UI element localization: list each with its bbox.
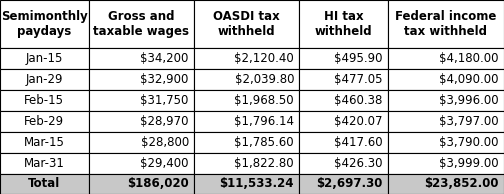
Bar bbox=[388, 48, 504, 68]
Bar bbox=[0, 174, 89, 194]
Text: $2,120.40: $2,120.40 bbox=[234, 52, 294, 65]
Bar bbox=[89, 0, 194, 48]
Text: Jan-15: Jan-15 bbox=[26, 52, 63, 65]
Text: $31,750: $31,750 bbox=[141, 94, 189, 107]
Text: Semimonthly
paydays: Semimonthly paydays bbox=[1, 10, 88, 38]
Bar bbox=[299, 0, 388, 48]
Text: $4,090.00: $4,090.00 bbox=[439, 73, 499, 86]
Bar bbox=[299, 111, 388, 132]
Text: Federal income
tax withheld: Federal income tax withheld bbox=[395, 10, 496, 38]
Text: $2,697.30: $2,697.30 bbox=[317, 177, 383, 190]
Bar bbox=[388, 68, 504, 90]
Bar bbox=[0, 153, 89, 174]
Text: $3,790.00: $3,790.00 bbox=[439, 136, 499, 149]
Text: Gross and
taxable wages: Gross and taxable wages bbox=[93, 10, 189, 38]
Bar bbox=[0, 111, 89, 132]
Bar bbox=[89, 111, 194, 132]
Text: $2,039.80: $2,039.80 bbox=[234, 73, 294, 86]
Bar bbox=[299, 48, 388, 68]
Bar bbox=[299, 153, 388, 174]
Text: $420.07: $420.07 bbox=[334, 115, 383, 128]
Text: Feb-15: Feb-15 bbox=[24, 94, 65, 107]
Text: $417.60: $417.60 bbox=[334, 136, 383, 149]
Text: $3,797.00: $3,797.00 bbox=[439, 115, 499, 128]
Text: $426.30: $426.30 bbox=[334, 157, 383, 170]
Text: HI tax
withheld: HI tax withheld bbox=[314, 10, 372, 38]
Bar bbox=[194, 68, 299, 90]
Bar bbox=[0, 48, 89, 68]
Text: $1,968.50: $1,968.50 bbox=[234, 94, 294, 107]
Bar bbox=[388, 174, 504, 194]
Bar bbox=[0, 90, 89, 111]
Text: $460.38: $460.38 bbox=[334, 94, 383, 107]
Bar bbox=[89, 132, 194, 153]
Bar bbox=[0, 68, 89, 90]
Text: Mar-31: Mar-31 bbox=[24, 157, 65, 170]
Text: $29,400: $29,400 bbox=[140, 157, 189, 170]
Bar bbox=[388, 0, 504, 48]
Text: $11,533.24: $11,533.24 bbox=[220, 177, 294, 190]
Bar bbox=[0, 132, 89, 153]
Bar bbox=[388, 111, 504, 132]
Text: $1,822.80: $1,822.80 bbox=[234, 157, 294, 170]
Text: $28,970: $28,970 bbox=[140, 115, 189, 128]
Bar bbox=[194, 132, 299, 153]
Bar bbox=[0, 0, 89, 48]
Text: $1,796.14: $1,796.14 bbox=[234, 115, 294, 128]
Text: OASDI tax
withheld: OASDI tax withheld bbox=[213, 10, 280, 38]
Bar bbox=[89, 90, 194, 111]
Bar bbox=[388, 132, 504, 153]
Bar bbox=[89, 153, 194, 174]
Text: $3,996.00: $3,996.00 bbox=[439, 94, 499, 107]
Bar bbox=[299, 174, 388, 194]
Text: Feb-29: Feb-29 bbox=[24, 115, 65, 128]
Text: $477.05: $477.05 bbox=[334, 73, 383, 86]
Bar bbox=[194, 48, 299, 68]
Text: $34,200: $34,200 bbox=[141, 52, 189, 65]
Text: Mar-15: Mar-15 bbox=[24, 136, 65, 149]
Bar bbox=[388, 90, 504, 111]
Bar bbox=[194, 174, 299, 194]
Text: Total: Total bbox=[28, 177, 60, 190]
Text: $4,180.00: $4,180.00 bbox=[439, 52, 499, 65]
Bar bbox=[194, 0, 299, 48]
Bar bbox=[89, 48, 194, 68]
Bar bbox=[194, 153, 299, 174]
Bar bbox=[299, 90, 388, 111]
Bar bbox=[299, 132, 388, 153]
Bar bbox=[299, 68, 388, 90]
Bar bbox=[194, 111, 299, 132]
Text: Jan-29: Jan-29 bbox=[26, 73, 63, 86]
Bar bbox=[89, 68, 194, 90]
Text: $23,852.00: $23,852.00 bbox=[424, 177, 499, 190]
Text: $495.90: $495.90 bbox=[334, 52, 383, 65]
Text: $32,900: $32,900 bbox=[141, 73, 189, 86]
Bar bbox=[388, 153, 504, 174]
Text: $1,785.60: $1,785.60 bbox=[234, 136, 294, 149]
Bar bbox=[194, 90, 299, 111]
Bar bbox=[89, 174, 194, 194]
Text: $28,800: $28,800 bbox=[141, 136, 189, 149]
Text: $3,999.00: $3,999.00 bbox=[439, 157, 499, 170]
Text: $186,020: $186,020 bbox=[127, 177, 189, 190]
